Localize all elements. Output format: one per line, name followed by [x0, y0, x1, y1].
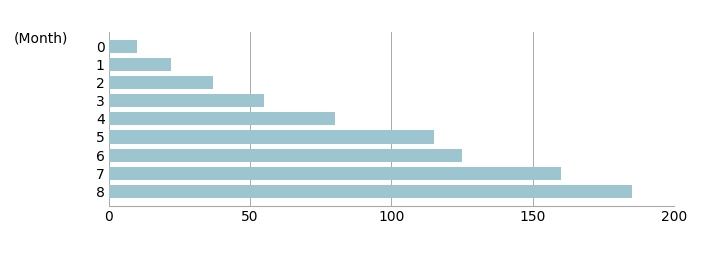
- Bar: [109, 130, 434, 144]
- Bar: [109, 40, 137, 53]
- Bar: [109, 58, 171, 71]
- Text: (Month): (Month): [14, 32, 68, 46]
- Bar: [109, 76, 213, 89]
- Bar: [109, 112, 335, 125]
- Bar: [109, 167, 561, 180]
- Bar: [109, 94, 264, 107]
- Bar: [109, 149, 462, 162]
- Bar: [109, 185, 632, 198]
